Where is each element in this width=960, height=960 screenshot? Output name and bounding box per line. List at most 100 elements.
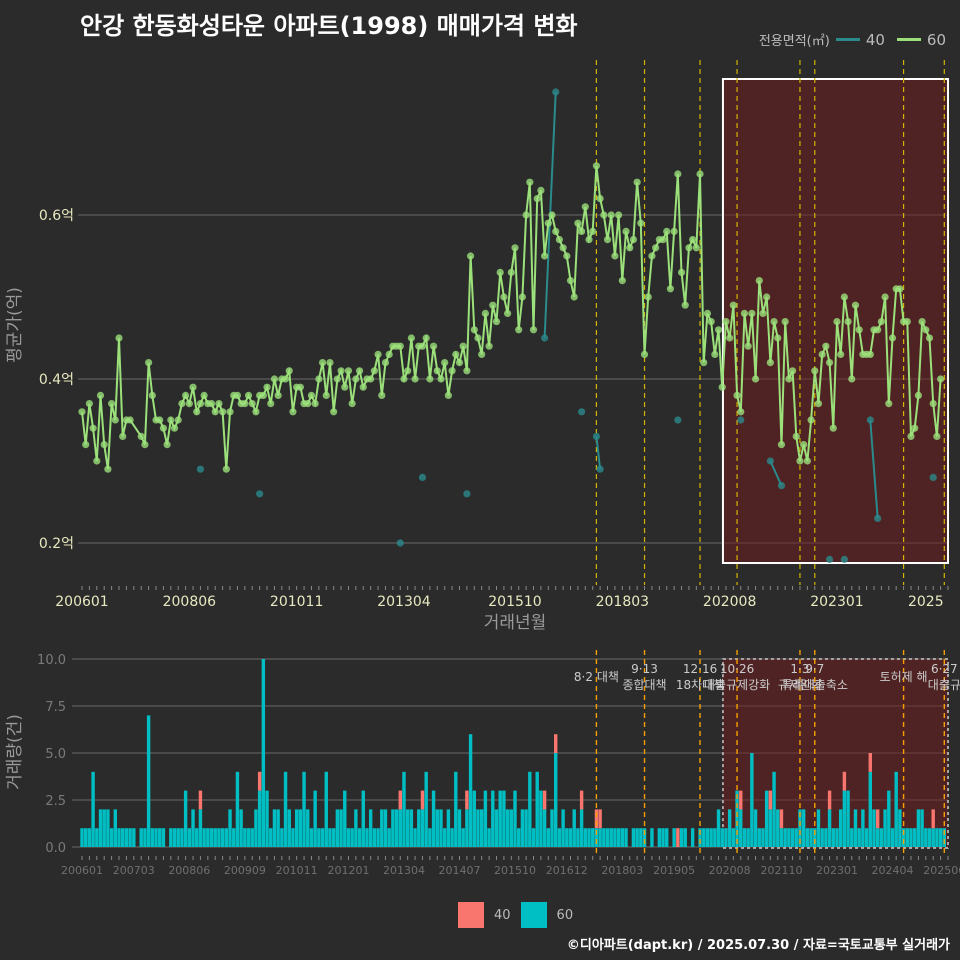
volume-bar-60: [479, 809, 484, 847]
volume-bar-60: [313, 790, 317, 847]
volume-bar-60: [220, 828, 225, 847]
data-point-60: [744, 342, 752, 350]
data-point-60: [474, 334, 482, 342]
bar-x-tick-label: 201612: [546, 864, 588, 877]
data-point-60: [807, 416, 815, 424]
x-tick-label: 200806: [163, 594, 217, 610]
volume-bar-60: [276, 809, 280, 847]
volume-bar-60: [468, 734, 473, 847]
volume-bar-60: [472, 790, 476, 847]
data-point-60: [607, 211, 615, 219]
bar-x-tick-label: 202404: [871, 864, 913, 877]
data-point-60: [215, 400, 223, 408]
data-point-60: [267, 400, 275, 408]
data-point-40: [592, 432, 601, 440]
volume-bar-60: [465, 809, 469, 847]
volume-bar-60: [206, 828, 210, 847]
volume-bar-60: [172, 828, 177, 847]
volume-bar-60: [346, 828, 351, 847]
data-point-60: [522, 211, 530, 219]
volume-bar-60: [924, 828, 928, 847]
data-point-60: [737, 408, 745, 416]
volume-bar-60: [624, 828, 628, 847]
volume-bar-60: [872, 809, 876, 847]
data-point-60: [263, 383, 271, 391]
data-point-60: [922, 326, 930, 334]
volume-bar-60: [387, 828, 391, 847]
volume-bar-60: [831, 828, 835, 847]
data-point-60: [881, 293, 889, 301]
data-point-60: [433, 367, 441, 375]
bar-y-tick-label: 10.0: [37, 653, 66, 668]
data-point-60: [722, 318, 730, 326]
volume-bar-60: [128, 828, 132, 847]
volume-bar-60: [583, 828, 588, 847]
volume-bar-60: [98, 809, 103, 847]
data-point-60: [100, 441, 108, 449]
policy-annotation: 규제완화: [778, 678, 822, 692]
data-point-60: [907, 432, 915, 440]
volume-bar-60: [920, 809, 924, 847]
bar-x-tick-label: 200806: [168, 864, 210, 877]
data-point-60: [544, 219, 552, 227]
data-point-60: [774, 334, 782, 342]
data-point-60: [426, 375, 434, 383]
volume-bar-60: [720, 828, 724, 847]
policy-annotation: 토허제 해: [880, 670, 928, 684]
volume-bar-40: [827, 790, 832, 810]
data-point-60: [777, 441, 786, 449]
data-point-60: [837, 350, 845, 358]
legend-label-60: 60: [926, 30, 946, 49]
volume-bar-60: [594, 828, 599, 847]
volume-bar-60: [283, 771, 288, 847]
data-point-60: [692, 244, 700, 252]
volume-bar-60: [801, 809, 806, 847]
data-point-40: [418, 473, 427, 481]
volume-bar-60: [324, 771, 328, 847]
data-point-60: [637, 219, 645, 227]
data-point-60: [126, 416, 134, 424]
data-point-60: [803, 457, 811, 465]
volume-bar-60: [698, 828, 702, 847]
volume-bar-60: [187, 828, 192, 847]
volume-bar-60: [672, 828, 676, 847]
volume-bar-60: [842, 790, 847, 847]
volume-bar-60: [768, 809, 773, 847]
volume-bar-60: [883, 809, 887, 847]
data-point-60: [304, 400, 312, 408]
data-point-60: [167, 416, 175, 424]
policy-annotation: 9·13: [631, 662, 658, 676]
data-point-60: [248, 400, 256, 408]
data-point-60: [866, 350, 874, 358]
data-point-60: [537, 186, 545, 194]
data-point-60: [182, 391, 190, 399]
volume-bar-60: [317, 828, 321, 847]
volume-bar-60: [731, 828, 736, 847]
bar-x-tick-label: 202301: [816, 864, 858, 877]
bar-legend-label-40: 40: [494, 907, 511, 923]
data-point-40: [578, 408, 586, 416]
data-point-60: [829, 424, 837, 432]
volume-bar-60: [180, 828, 184, 847]
volume-bar-60: [809, 828, 813, 847]
data-point-60: [574, 219, 582, 227]
data-point-60: [507, 268, 515, 276]
bar-x-tick-label: 201304: [383, 864, 425, 877]
volume-bar-60: [620, 828, 625, 847]
data-point-40: [256, 490, 264, 498]
data-point-60: [911, 424, 919, 432]
volume-bar-60: [439, 809, 443, 847]
x-axis-label: 거래년월: [484, 613, 547, 633]
volume-bar-60: [502, 790, 506, 847]
data-point-60: [344, 367, 353, 375]
data-point-60: [429, 342, 438, 350]
data-point-60: [196, 400, 205, 408]
volume-bar-40: [594, 809, 599, 829]
data-point-60: [459, 342, 467, 350]
volume-bar-60: [320, 828, 325, 847]
volume-bar-60: [535, 771, 539, 847]
volume-bar-60: [398, 809, 402, 847]
data-point-60: [781, 318, 789, 326]
volume-bar-60: [542, 809, 547, 847]
bar-y-axis-label: 거래량(건): [5, 714, 25, 790]
